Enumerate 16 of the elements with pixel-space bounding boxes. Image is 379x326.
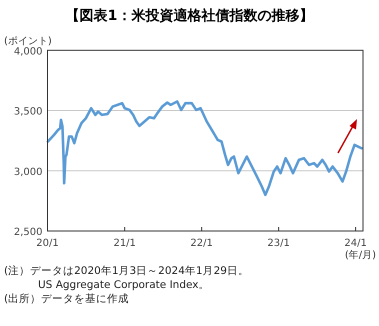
x-tick-label: 22/1 [190,238,213,249]
x-tick-label: 20/1 [36,238,59,249]
chart-title: 【図表1：米投資適格社債指数の推移】 [66,7,314,24]
y-tick-label: 2,500 [14,227,42,238]
y-axis-title: (ポイント) [4,36,52,47]
x-tick-label: 23/1 [267,238,290,249]
y-tick-label: 4,000 [14,46,42,58]
y-tick-label: 3,500 [14,106,42,118]
x-tick-label: 21/1 [113,238,136,249]
text: (出所）データを基に作成 [4,292,130,305]
text: (注）データは2020年1月3日～2024年1月29日。 [4,264,249,277]
x-axis-title: (年/月) [344,249,376,261]
x-tick-label: 24/1 [344,238,367,249]
y-tick-label: 3,000 [14,166,42,178]
line-series [46,100,363,196]
text: US Aggregate Corporate Index。 [38,279,210,291]
